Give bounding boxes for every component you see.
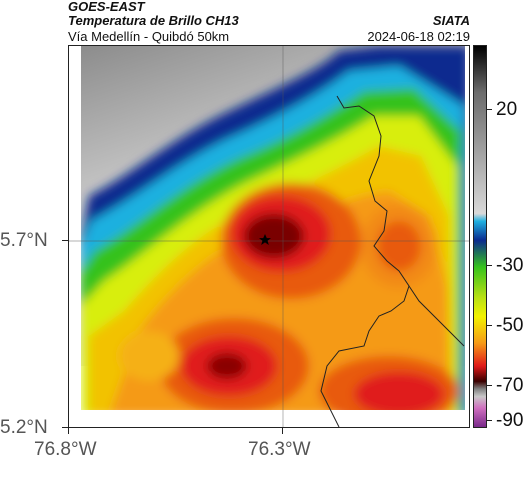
colorbar bbox=[473, 45, 487, 428]
department-border-east bbox=[408, 285, 465, 347]
department-border bbox=[320, 95, 410, 427]
colorbar-tick bbox=[487, 385, 492, 386]
region-label: Vía Medellín - Quibdó 50km bbox=[68, 29, 230, 44]
star-icon bbox=[259, 234, 271, 245]
latitude-label-5-7: 5.7°N bbox=[0, 230, 48, 251]
satellite-map bbox=[68, 45, 470, 428]
org-name: SIATA bbox=[432, 13, 470, 28]
longitude-tick bbox=[282, 428, 283, 434]
colorbar-tick bbox=[487, 325, 492, 326]
longitude-label-76-3: 76.3°W bbox=[248, 439, 311, 460]
latitude-tick bbox=[62, 240, 68, 241]
colorbar-label-20: 20 bbox=[496, 99, 518, 120]
colorbar-label-minus70: -70 bbox=[496, 375, 524, 396]
brightness-temperature-field bbox=[69, 46, 469, 427]
colorbar-tick bbox=[487, 265, 492, 266]
timestamp-label: 2024-06-18 02:19 bbox=[367, 29, 470, 44]
colorbar-label-minus50: -50 bbox=[496, 315, 524, 336]
colorbar-tick bbox=[487, 109, 492, 110]
latitude-tick bbox=[62, 427, 68, 428]
colorbar-tick bbox=[487, 420, 492, 421]
product-title: Temperatura de Brillo CH13 bbox=[68, 13, 239, 28]
latitude-label-5-2: 5.2°N bbox=[0, 417, 48, 438]
colorbar-label-minus30: -30 bbox=[496, 255, 524, 276]
colorbar-label-minus90: -90 bbox=[496, 410, 524, 431]
satellite-name: GOES-EAST bbox=[68, 0, 145, 14]
longitude-label-76-8: 76.8°W bbox=[34, 439, 97, 460]
longitude-tick bbox=[68, 428, 69, 434]
